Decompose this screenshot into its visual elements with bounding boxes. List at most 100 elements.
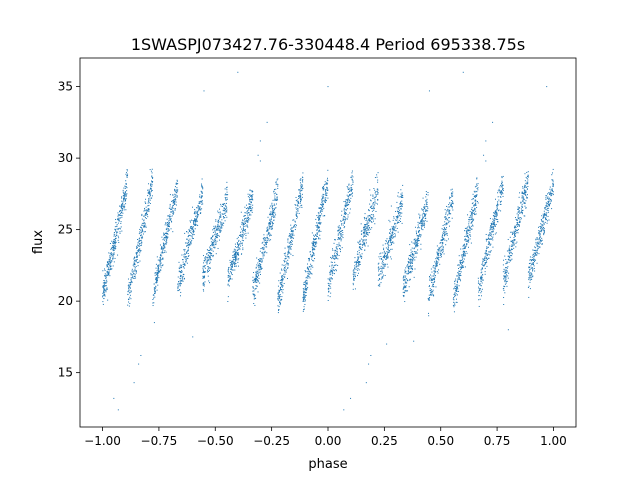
data-point xyxy=(468,219,470,221)
data-point xyxy=(138,254,140,256)
data-point xyxy=(241,223,243,225)
data-point xyxy=(219,213,221,215)
data-point xyxy=(236,250,238,252)
data-point xyxy=(313,244,315,246)
data-point xyxy=(342,237,344,239)
data-point xyxy=(492,234,494,236)
data-point xyxy=(170,218,172,220)
data-point xyxy=(400,202,402,204)
data-point xyxy=(209,258,211,260)
data-point xyxy=(286,269,288,271)
data-point xyxy=(359,254,361,256)
data-point xyxy=(365,238,367,240)
data-point xyxy=(263,244,265,246)
data-point xyxy=(220,203,222,205)
data-point xyxy=(108,261,110,263)
data-point xyxy=(532,276,534,278)
data-point xyxy=(323,200,325,202)
data-point xyxy=(452,209,454,211)
data-point xyxy=(529,281,531,283)
data-point xyxy=(536,249,538,251)
data-point xyxy=(368,209,370,211)
data-point xyxy=(104,273,106,275)
data-point xyxy=(504,286,506,288)
data-point xyxy=(109,275,111,277)
data-point xyxy=(107,299,109,301)
data-point xyxy=(191,237,193,239)
data-point xyxy=(264,239,266,241)
data-point xyxy=(351,195,353,197)
data-point xyxy=(249,195,251,197)
data-point xyxy=(420,227,422,229)
data-point xyxy=(448,217,450,219)
data-point xyxy=(287,253,289,255)
data-point xyxy=(295,224,297,226)
data-point xyxy=(296,208,298,210)
data-point xyxy=(506,262,508,264)
data-point xyxy=(517,208,519,210)
data-point xyxy=(466,235,468,237)
data-point xyxy=(279,290,281,292)
data-point xyxy=(390,236,392,238)
data-point xyxy=(272,223,274,225)
data-point xyxy=(499,191,501,193)
data-point xyxy=(485,263,487,265)
data-point xyxy=(480,277,482,279)
data-point xyxy=(390,205,392,207)
data-point xyxy=(403,295,405,297)
data-point xyxy=(305,279,307,281)
data-point xyxy=(406,278,408,280)
data-point xyxy=(307,267,309,269)
data-point xyxy=(187,258,189,260)
data-point xyxy=(233,259,235,261)
data-point xyxy=(490,228,492,230)
data-point xyxy=(430,290,432,292)
data-point xyxy=(215,242,217,244)
data-point xyxy=(387,255,389,257)
data-point xyxy=(276,197,278,199)
data-point xyxy=(379,267,381,269)
data-point xyxy=(444,209,446,211)
data-point xyxy=(165,241,167,243)
data-point xyxy=(311,258,313,260)
data-point xyxy=(453,294,455,296)
data-point xyxy=(456,275,458,277)
data-point xyxy=(547,197,549,199)
data-point xyxy=(143,219,145,221)
data-point xyxy=(363,216,365,218)
data-point xyxy=(336,253,338,255)
data-point xyxy=(106,265,108,267)
data-point xyxy=(524,192,526,194)
data-point xyxy=(415,230,417,232)
data-point xyxy=(189,220,191,222)
data-point xyxy=(503,297,505,299)
data-point xyxy=(372,220,374,222)
data-point xyxy=(159,263,161,265)
data-point xyxy=(148,197,150,199)
data-point xyxy=(247,220,249,222)
data-point xyxy=(165,243,167,245)
data-point xyxy=(254,281,256,283)
data-point xyxy=(212,242,214,244)
data-point xyxy=(201,203,203,205)
data-point xyxy=(102,285,104,287)
data-point xyxy=(231,264,233,266)
data-point xyxy=(489,229,491,231)
data-point xyxy=(424,204,426,206)
data-point xyxy=(343,219,345,221)
data-point xyxy=(125,186,127,188)
data-point xyxy=(475,199,477,201)
data-point xyxy=(290,253,292,255)
data-point xyxy=(310,265,312,267)
data-point xyxy=(283,275,285,277)
data-point xyxy=(541,227,543,229)
data-point xyxy=(177,286,179,288)
data-point xyxy=(124,206,126,208)
data-point xyxy=(124,191,126,193)
data-point xyxy=(327,169,329,171)
data-point xyxy=(476,183,478,185)
data-point xyxy=(307,275,309,277)
data-point xyxy=(282,279,284,281)
data-point xyxy=(393,236,395,238)
data-point xyxy=(214,227,216,229)
